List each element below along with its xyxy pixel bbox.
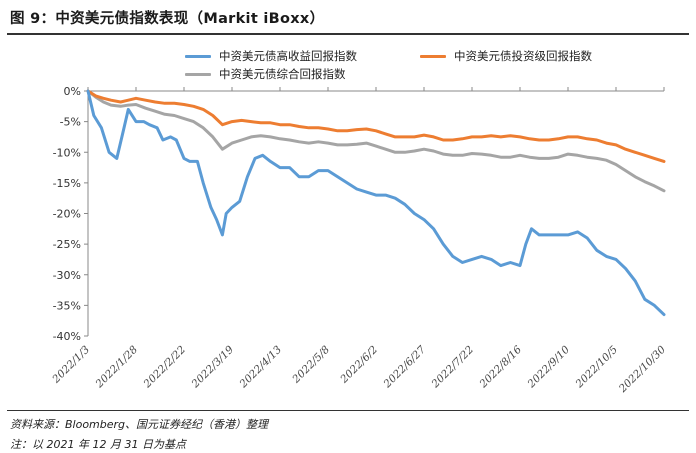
legend-label-composite: 中资美元债综合回报指数 bbox=[219, 67, 346, 81]
legend-swatch-investment-grade bbox=[420, 54, 446, 58]
x-tick-label: 2022/9/10 bbox=[525, 343, 572, 390]
y-tick-label: -40% bbox=[53, 330, 81, 343]
y-tick-label: -10% bbox=[53, 146, 81, 159]
x-tick-label: 2022/1/3 bbox=[50, 343, 93, 386]
series-line bbox=[86, 89, 666, 163]
legend-swatch-high-yield bbox=[185, 54, 211, 58]
legend-item-high-yield: 中资美元债高收益回报指数 bbox=[185, 48, 357, 64]
legend-item-investment-grade: 中资美元债投资级回报指数 bbox=[420, 48, 592, 64]
x-tick-label: 2022/8/16 bbox=[477, 343, 524, 390]
x-tick-label: 2022/10/30 bbox=[616, 343, 668, 395]
x-tick-label: 2022/10/5 bbox=[573, 343, 620, 390]
x-tick-label: 2022/4/13 bbox=[237, 343, 284, 390]
x-tick-label: 2022/2/22 bbox=[141, 343, 188, 390]
x-tick-label: 2022/6/2 bbox=[338, 343, 381, 386]
legend-label-investment-grade: 中资美元债投资级回报指数 bbox=[454, 49, 592, 63]
title-divider bbox=[7, 33, 689, 35]
y-tick-label: 0% bbox=[64, 85, 81, 98]
y-tick-label: -25% bbox=[53, 238, 81, 251]
x-tick-label: 2022/1/28 bbox=[93, 343, 140, 390]
legend-label-high-yield: 中资美元债高收益回报指数 bbox=[219, 49, 357, 63]
y-tick-label: -5% bbox=[60, 116, 81, 129]
source-note: 资料来源：Bloomberg、国元证券经纪（香港）整理 bbox=[10, 418, 269, 431]
x-tick-label: 2022/6/27 bbox=[381, 343, 428, 390]
chart-title: 图 9：中资美元债指数表现（Markit iBoxx） bbox=[10, 11, 325, 27]
y-tick-label: -20% bbox=[53, 208, 81, 221]
x-tick-label: 2022/7/22 bbox=[429, 343, 476, 390]
x-tick-label: 2022/3/19 bbox=[189, 343, 236, 390]
series-line bbox=[86, 89, 666, 317]
footer-divider bbox=[7, 410, 689, 411]
legend-swatch-composite bbox=[185, 72, 211, 76]
legend-item-composite: 中资美元债综合回报指数 bbox=[185, 66, 346, 82]
y-tick-label: -35% bbox=[53, 299, 81, 312]
base-date-note: 注：以 2021 年 12 月 31 日为基点 bbox=[10, 438, 186, 451]
y-tick-label: -30% bbox=[53, 269, 81, 282]
series-line bbox=[86, 89, 666, 193]
x-tick-label: 2022/5/8 bbox=[290, 343, 333, 386]
y-tick-label: -15% bbox=[53, 177, 81, 190]
